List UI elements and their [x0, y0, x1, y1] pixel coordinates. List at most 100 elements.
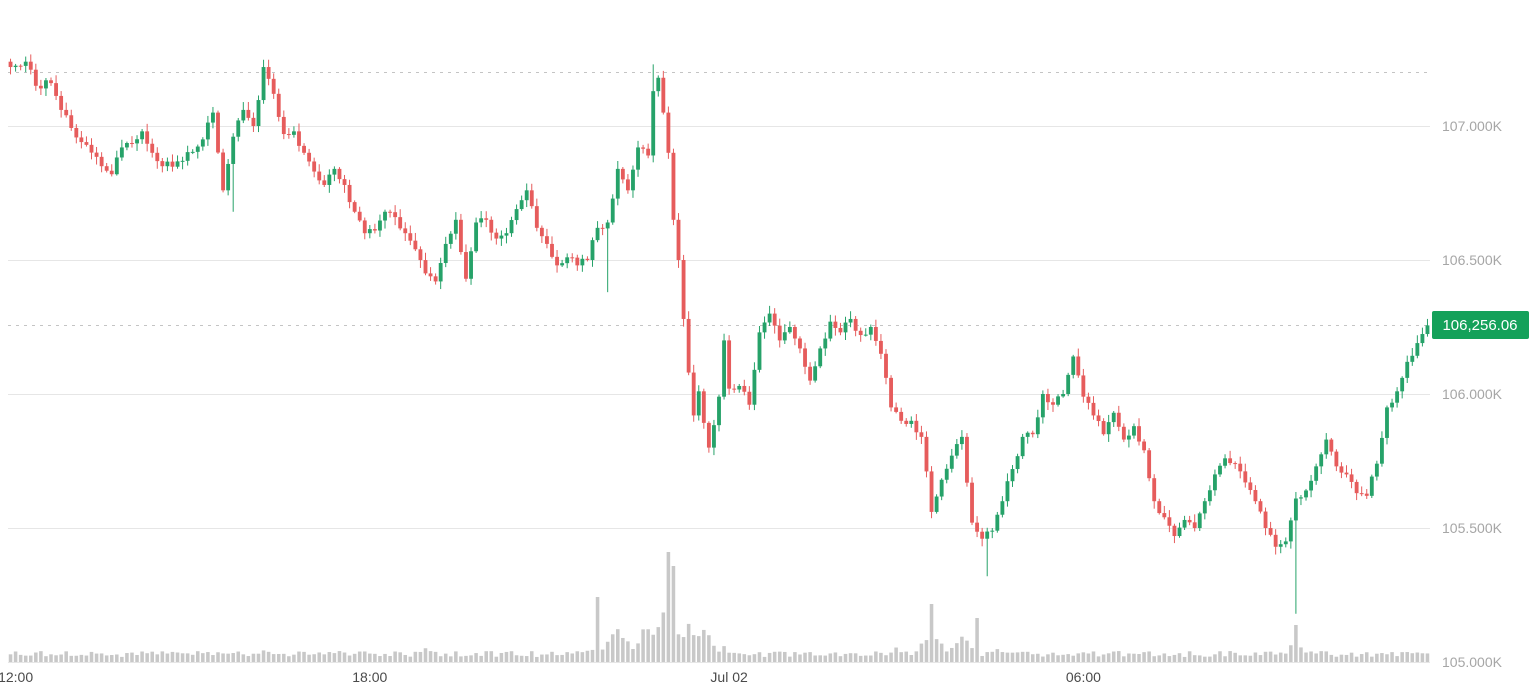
volume-bar [18, 654, 23, 662]
volume-bar [216, 652, 220, 662]
current-price-tag-background [1432, 311, 1529, 339]
volume-bar [464, 655, 468, 662]
volume-bar [1415, 652, 1420, 662]
candle-body [803, 348, 807, 367]
candle-body [1177, 527, 1182, 537]
volume-bar [1248, 655, 1253, 662]
volume-bar [772, 651, 777, 662]
candle-body [706, 422, 711, 448]
volume-bar [777, 651, 782, 662]
candle-body [438, 263, 443, 282]
volume-bar [681, 637, 686, 662]
volume-bar [884, 655, 888, 662]
candle-body [873, 327, 878, 341]
volume-bar [393, 651, 397, 662]
volume-bar [180, 653, 185, 662]
candle-body [666, 112, 671, 153]
volume-bar [1203, 656, 1207, 662]
volume-bar [1056, 655, 1060, 662]
volume-bar [975, 618, 979, 662]
candle-body [1405, 361, 1410, 378]
volume-bar [1137, 654, 1141, 662]
candle-body [1015, 456, 1020, 470]
volume-bar [1015, 652, 1020, 662]
volume-bar [383, 653, 387, 662]
candle-body [585, 258, 590, 260]
candle-body [1101, 421, 1106, 435]
volume-bar [853, 653, 858, 662]
candle-body [1354, 481, 1359, 494]
candle-body [514, 209, 519, 221]
candle-body [995, 514, 1000, 531]
volume-bar [1390, 652, 1394, 662]
candle-body [1233, 463, 1238, 465]
volume-bar [266, 651, 271, 662]
volume-bar [282, 653, 286, 662]
volume-bar [656, 627, 661, 662]
candle-body [8, 61, 13, 68]
volume-bar [317, 652, 321, 662]
candle-body [985, 531, 990, 539]
volume-bar [1218, 651, 1222, 662]
candle-body [231, 136, 236, 164]
volume-bar [241, 654, 246, 662]
candle-body [975, 522, 980, 532]
volume-bar [1071, 655, 1075, 662]
candle-body [610, 198, 615, 223]
volume-bar [1243, 655, 1248, 662]
x-axis-labels: 12:00 18:00 Jul 02 06:00 [0, 669, 1101, 685]
volume-bar [1228, 651, 1232, 662]
candle-body [701, 391, 706, 423]
candle-body [317, 171, 322, 181]
volume-bar [550, 651, 554, 662]
candle-body [1380, 437, 1384, 464]
grid-lines [8, 72, 1430, 663]
candle-body [777, 325, 782, 341]
volume-bar [1314, 653, 1318, 662]
candle-body [833, 321, 838, 328]
volume-bar [125, 653, 129, 662]
candle-body [211, 112, 215, 123]
volume-bar [454, 651, 458, 662]
candle-body [13, 65, 18, 68]
volume-bar [1284, 653, 1288, 662]
volume-bar [585, 650, 590, 662]
candle-body [302, 145, 306, 153]
volume-bar [489, 651, 494, 662]
candle-body [757, 332, 762, 370]
volume-bar [246, 656, 251, 662]
candle-body [924, 436, 929, 472]
volume-bar [332, 653, 337, 662]
volume-bar [1127, 653, 1131, 662]
volume-bar [104, 655, 109, 662]
candle-body [1202, 501, 1207, 514]
candle-body [357, 211, 362, 221]
candle-body [1056, 396, 1060, 405]
candle-body [671, 152, 676, 220]
candle-body [79, 137, 84, 143]
volume-bar [175, 652, 180, 662]
volume-bar [1167, 656, 1172, 662]
volume-bar [408, 656, 413, 662]
candle-body [297, 131, 301, 146]
volume-bar [1334, 656, 1339, 662]
candle-body [261, 67, 266, 101]
volume-bar [590, 649, 595, 662]
volume-bar [929, 604, 934, 662]
volume-bar [605, 641, 610, 662]
volume-bar [783, 651, 787, 662]
candle-body [651, 91, 656, 156]
candle-body [747, 391, 752, 405]
candlesticks [8, 54, 1430, 614]
candle-body [292, 131, 296, 135]
candle-body [965, 436, 969, 483]
candle-body [398, 217, 403, 229]
volume-bar [1030, 654, 1035, 662]
volume-bar [49, 654, 53, 662]
candle-body [190, 151, 195, 153]
volume-bar [1010, 652, 1015, 662]
candle-body [125, 143, 129, 148]
candle-body [1152, 478, 1157, 502]
candle-body [1253, 490, 1258, 502]
volume-bar [752, 654, 757, 662]
